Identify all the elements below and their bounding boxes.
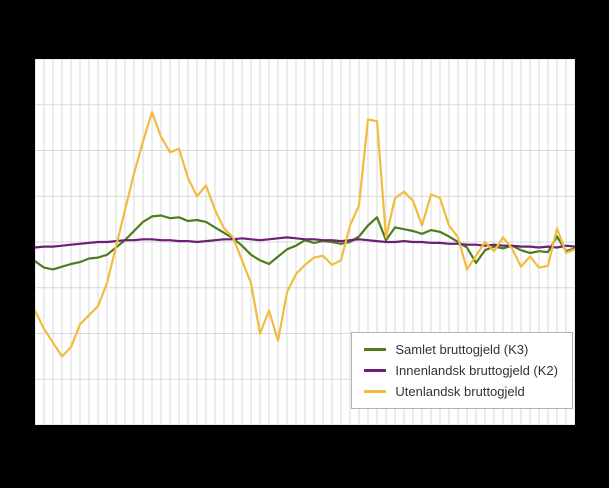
legend-item: Samlet bruttogjeld (K3) [364, 343, 558, 356]
legend: Samlet bruttogjeld (K3) Innenlandsk brut… [351, 332, 573, 409]
legend-swatch-k2-line-icon [364, 369, 387, 372]
line-utenlandsk-bruttogjeld [35, 110, 575, 358]
line-innenlandsk-bruttogjeld-k2 [35, 236, 575, 249]
legend-item: Utenlandsk bruttogjeld [364, 385, 558, 398]
legend-label-utenlandsk: Utenlandsk bruttogjeld [395, 384, 525, 399]
legend-item: Innenlandsk bruttogjeld (K2) [364, 364, 558, 377]
legend-label-k2: Innenlandsk bruttogjeld (K2) [395, 363, 558, 378]
legend-swatch-utenlandsk-line-icon [364, 390, 387, 393]
chart-canvas: Samlet bruttogjeld (K3) Innenlandsk brut… [35, 59, 575, 425]
legend-swatch-k3-line-icon [364, 348, 387, 351]
legend-label-k3: Samlet bruttogjeld (K3) [395, 342, 529, 357]
